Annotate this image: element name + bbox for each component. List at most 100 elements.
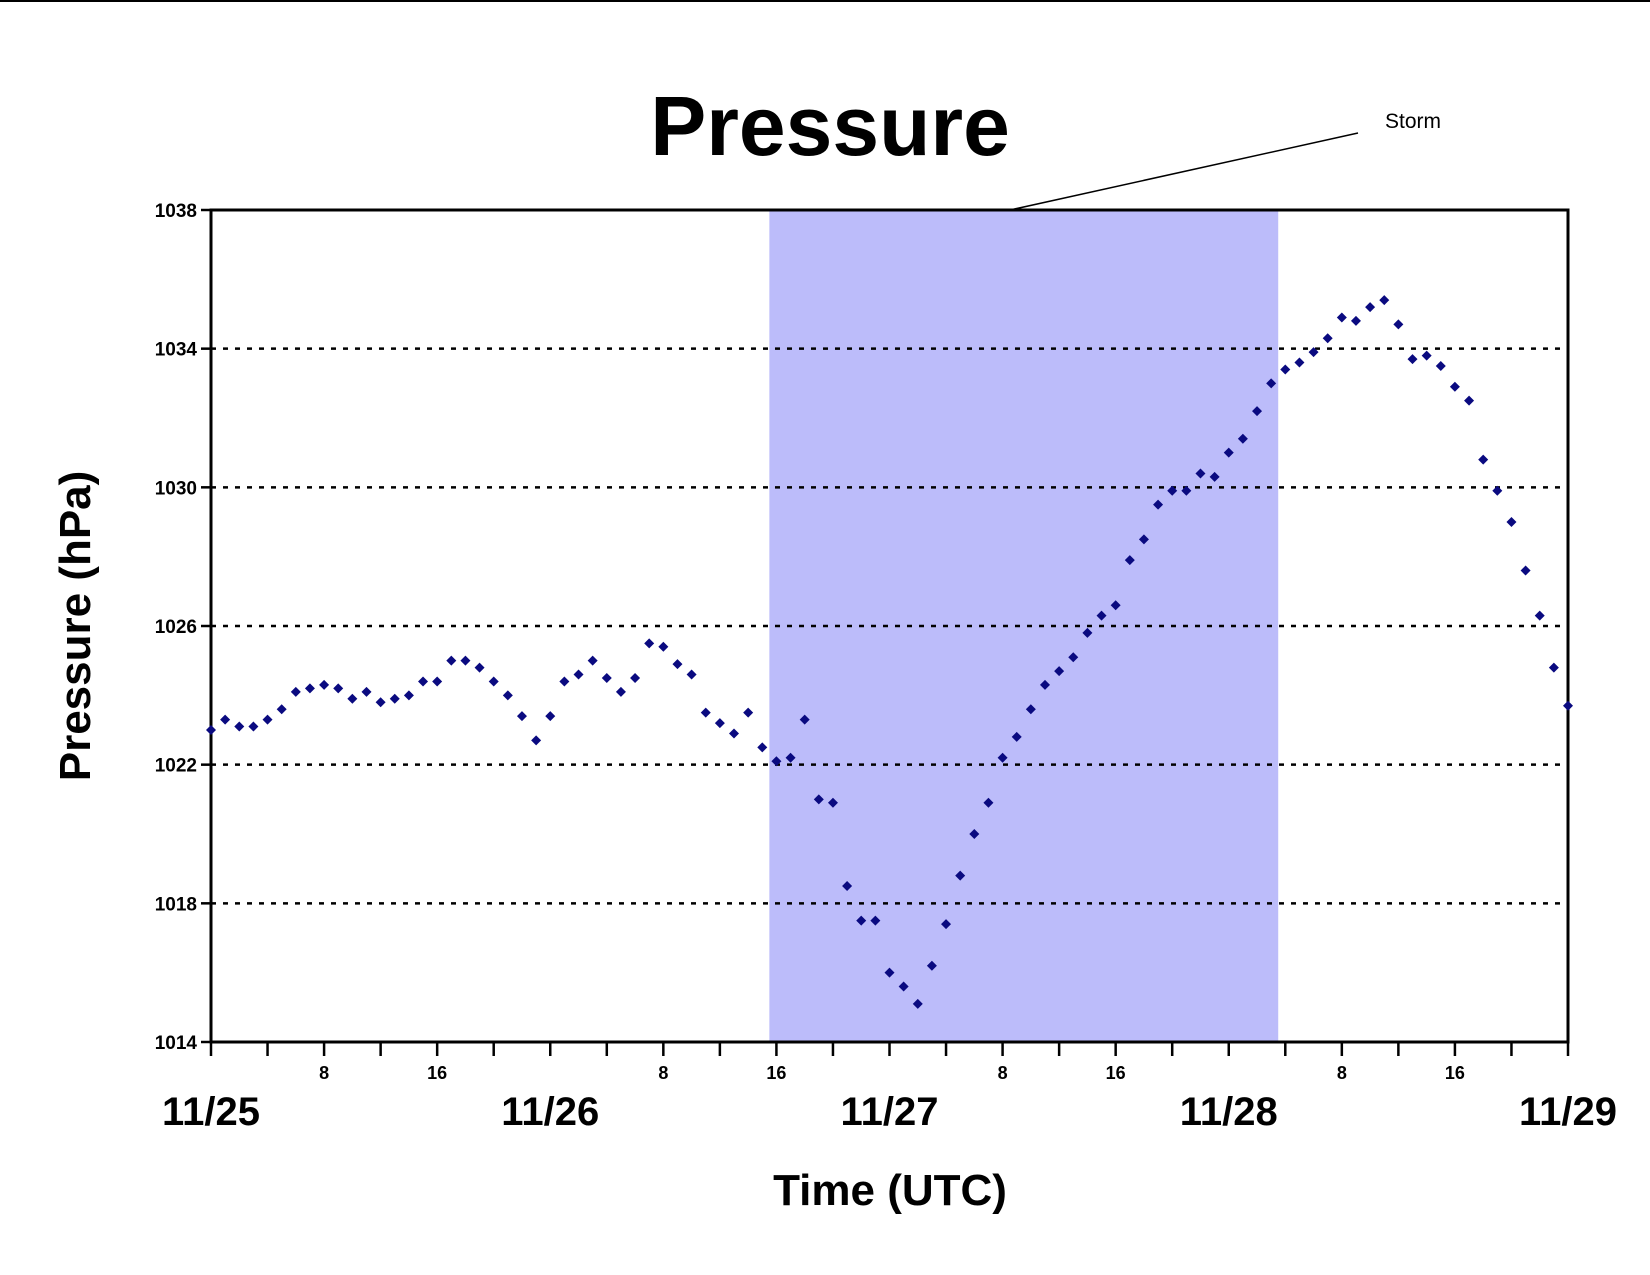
pressure-data-point (686, 669, 697, 680)
y-tick-label: 1018 (155, 894, 197, 915)
pressure-data-point (248, 721, 259, 732)
x-hour-tick-label: 16 (427, 1063, 447, 1083)
pressure-data-point (1039, 679, 1050, 690)
pressure-data-point (1110, 600, 1121, 611)
pressure-data-point (418, 676, 429, 687)
y-tick-label: 1034 (155, 340, 198, 361)
pressure-data-point (771, 756, 782, 767)
pressure-data-point (983, 797, 994, 808)
pressure-data-point (502, 690, 513, 701)
pressure-data-point (1195, 468, 1206, 479)
pressure-data-point (573, 669, 584, 680)
x-axis-label: Time (UTC) (773, 1166, 1007, 1215)
pressure-data-point (432, 676, 443, 687)
pressure-data-point (615, 686, 626, 697)
x-hour-tick-label: 16 (1106, 1063, 1126, 1083)
pressure-data-point (276, 704, 287, 715)
y-tick-label: 1022 (155, 756, 197, 777)
pressure-data-point (1379, 295, 1390, 306)
pressure-data-point (729, 728, 740, 739)
pressure-data-point (672, 659, 683, 670)
pressure-data-point (1181, 485, 1192, 496)
storm-annotation: Storm (1385, 110, 1441, 133)
pressure-data-point (1449, 381, 1460, 392)
pressure-data-point (856, 915, 867, 926)
pressure-data-point (842, 881, 853, 891)
pressure-data-point (644, 638, 655, 649)
pressure-data-point (347, 693, 358, 704)
pressure-data-point (1068, 652, 1079, 663)
pressure-data-point (1322, 333, 1333, 344)
pressure-data-point (1209, 471, 1220, 482)
pressure-data-point (827, 797, 838, 808)
y-tick-label: 1014 (155, 1033, 198, 1054)
x-day-tick-label: 11/29 (1519, 1090, 1617, 1134)
y-axis-label: Pressure (hPa) (51, 471, 100, 782)
pressure-data-point (997, 752, 1008, 763)
pressure-data-point (361, 686, 372, 697)
pressure-data-point (658, 641, 669, 652)
pressure-data-point (206, 725, 216, 735)
pressure-data-point (1492, 485, 1503, 496)
pressure-data-point (1350, 315, 1361, 326)
x-day-tick-label: 11/27 (841, 1090, 939, 1134)
pressure-data-point (785, 752, 796, 763)
pressure-data-point (1294, 357, 1305, 368)
pressure-data-point (813, 794, 824, 805)
pressure-data-point (955, 870, 966, 881)
x-hour-tick-label: 16 (766, 1063, 786, 1083)
pressure-data-point (926, 960, 937, 971)
pressure-data-point (601, 673, 612, 683)
pressure-data-point (1308, 347, 1319, 358)
x-hour-tick-label: 16 (1445, 1063, 1465, 1083)
pressure-data-point (898, 981, 909, 992)
pressure-data-point (1435, 361, 1446, 371)
pressure-data-point (1167, 485, 1178, 496)
x-day-tick-label: 11/28 (1180, 1090, 1278, 1134)
pressure-data-point (941, 919, 952, 930)
pressure-data-point (1563, 700, 1573, 711)
pressure-data-point (516, 711, 527, 722)
x-hour-tick-label: 8 (998, 1063, 1008, 1083)
pressure-data-point (1548, 662, 1559, 673)
pressure-data-point (714, 718, 725, 729)
pressure-data-point (1266, 378, 1277, 389)
pressure-data-point (884, 967, 895, 978)
y-tick-label: 1038 (155, 201, 197, 222)
pressure-data-point (531, 735, 542, 746)
pressure-data-point (1138, 534, 1149, 545)
pressure-data-point (757, 742, 768, 753)
pressure-data-point (969, 829, 980, 839)
pressure-data-point (1365, 302, 1376, 313)
pressure-data-point (375, 697, 386, 708)
storm-callout-line (1009, 132, 1359, 211)
pressure-data-point (1506, 517, 1517, 527)
pressure-data-point (460, 655, 471, 666)
y-tick-label: 1030 (155, 478, 197, 499)
pressure-data-point (403, 690, 414, 701)
pressure-data-point (1534, 610, 1545, 621)
pressure-data-point (1464, 395, 1475, 406)
pressure-data-point (545, 711, 556, 722)
pressure-data-point (1096, 610, 1107, 621)
pressure-data-point (1237, 433, 1248, 444)
pressure-data-point (1407, 354, 1418, 365)
pressure-data-point (912, 998, 923, 1009)
pressure-data-point (1153, 499, 1164, 510)
pressure-data-point (1421, 350, 1432, 361)
pressure-data-point (488, 676, 499, 687)
pressure-data-point (220, 714, 231, 725)
pressure-data-point (389, 693, 400, 704)
pressure-data-point (1025, 704, 1036, 715)
pressure-data-point (290, 686, 301, 697)
pressure-data-point (262, 714, 273, 725)
pressure-data-point (474, 662, 485, 673)
pressure-data-point (587, 655, 598, 666)
x-day-tick-label: 11/26 (501, 1090, 599, 1134)
pressure-data-point (1082, 627, 1093, 638)
pressure-data-point (234, 721, 245, 732)
y-tick-label: 1026 (155, 617, 197, 638)
pressure-data-point (446, 655, 457, 666)
pressure-data-point (1478, 454, 1489, 465)
